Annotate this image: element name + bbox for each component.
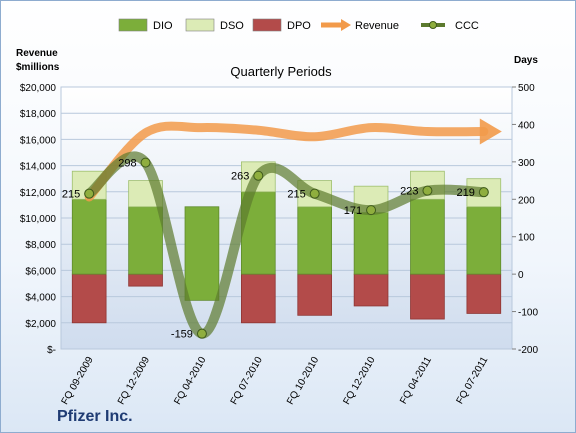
y-left-label-line2: $millions — [16, 62, 60, 73]
line-series: 215 298 -159 263 215 171 223 219 — [62, 118, 502, 341]
ccc-point — [478, 187, 489, 198]
dio-bar — [353, 211, 389, 275]
legend-swatch-dpo — [252, 18, 282, 32]
y-left-tick-label: $- — [47, 345, 56, 356]
ccc-data-label: 215 — [287, 189, 305, 201]
ccc-data-label: 219 — [456, 187, 474, 199]
y-left-label-line1: Revenue — [16, 48, 58, 59]
y-right-label: Days — [514, 55, 538, 66]
x-tick-label: FQ 04-2011 — [398, 355, 434, 406]
ccc-point — [422, 185, 433, 196]
x-tick-label: FQ 12-2009 — [116, 355, 152, 407]
revenue-arrowhead — [479, 118, 502, 145]
legend-arrow-revenue — [341, 19, 351, 31]
dio-bar — [128, 206, 163, 275]
dio-bar — [184, 206, 220, 301]
x-tick-label: FQ 12-2010 — [341, 355, 377, 407]
dpo-bar — [71, 273, 107, 324]
legend-label: DIO — [153, 20, 173, 32]
ccc-point — [253, 170, 264, 181]
legend-label: CCC — [455, 20, 479, 32]
ccc-data-label: 215 — [62, 189, 80, 201]
y-right-tick-label: 500 — [518, 83, 535, 94]
dio-bar — [71, 198, 107, 275]
y-right-tick-label: 100 — [518, 233, 535, 244]
y-right-tick-label: 400 — [518, 120, 535, 131]
dio-bar — [410, 198, 445, 275]
ccc-point — [84, 188, 95, 199]
dpo-bar — [240, 273, 276, 324]
y-right-tick-label: -200 — [518, 345, 538, 356]
legend-swatch-dio — [118, 18, 148, 32]
y-left-tick-label: $20,000 — [20, 83, 57, 94]
x-tick-label: FQ 10-2010 — [285, 355, 321, 407]
ccc-point — [140, 157, 151, 168]
y-right-tick-label: 0 — [518, 270, 524, 281]
legend: DIO DSO DPO Revenue CCC — [118, 18, 479, 32]
ccc-data-label: -159 — [171, 329, 193, 341]
y-left-tick-label: $4,000 — [25, 293, 56, 304]
x-tick-label: FQ 07-2010 — [229, 355, 265, 407]
revenue-line — [84, 121, 489, 202]
ccc-data-label: 263 — [231, 171, 249, 183]
x-tick-label: FQ 07-2011 — [455, 355, 491, 406]
ccc-point — [196, 328, 207, 339]
ccc-data-label: 171 — [344, 205, 362, 217]
ccc-data-label: 223 — [400, 186, 418, 198]
y-left-tick-label: $14,000 — [20, 162, 57, 173]
legend-label: DPO — [287, 20, 311, 32]
legend-marker-ccc — [429, 21, 437, 29]
y-left-tick-label: $16,000 — [20, 135, 57, 146]
y-left-tick-label: $18,000 — [20, 109, 57, 120]
dpo-bar — [466, 273, 502, 314]
x-tick-label: FQ 04-2010 — [172, 355, 208, 407]
dio-bar — [466, 206, 502, 275]
y-left-tick-label: $10,000 — [20, 214, 57, 225]
y-left-tick-label: $2,000 — [25, 319, 56, 330]
legend-label: DSO — [220, 20, 244, 32]
dpo-bar — [128, 273, 163, 287]
legend-swatch-dso — [185, 18, 215, 32]
chart-title: Quarterly Periods — [230, 64, 332, 79]
y-right-tick-label: 300 — [518, 158, 535, 169]
y-right-tick-label: -100 — [518, 308, 538, 319]
dpo-bar — [297, 273, 332, 316]
y-left-tick-label: $8,000 — [25, 240, 56, 251]
ccc-point — [366, 205, 377, 216]
y-left-tick-label: $6,000 — [25, 266, 56, 277]
dpo-bar — [353, 273, 389, 307]
y-right-tick-label: 200 — [518, 195, 535, 206]
ccc-data-label: 298 — [118, 158, 136, 170]
x-tick-label: FQ 09-2009 — [60, 355, 96, 407]
bar-series — [71, 161, 502, 324]
company-name: Pfizer Inc. — [57, 408, 133, 425]
ccc-point — [309, 188, 320, 199]
y-left-tick-label: $12,000 — [20, 188, 57, 199]
dpo-bar — [410, 273, 445, 320]
dio-bar — [297, 206, 332, 275]
legend-label: Revenue — [355, 20, 399, 32]
